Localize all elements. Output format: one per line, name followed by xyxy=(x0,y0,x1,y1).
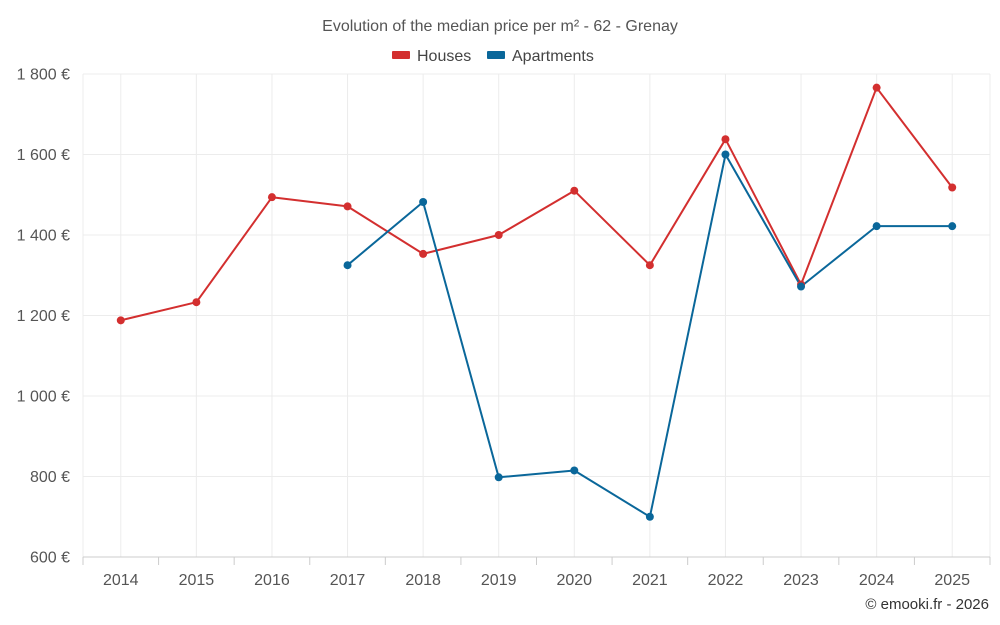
data-point-houses[interactable] xyxy=(570,186,579,195)
data-point-apartments[interactable] xyxy=(570,466,579,475)
credit-text: © emooki.fr - 2026 xyxy=(865,596,989,613)
legend-swatch-apartments xyxy=(487,51,505,59)
data-point-apartments[interactable] xyxy=(343,261,352,270)
x-tick-label: 2022 xyxy=(708,572,744,589)
x-tick-label: 2020 xyxy=(556,572,592,589)
data-point-houses[interactable] xyxy=(192,298,201,307)
y-tick-label: 1 800 € xyxy=(17,67,70,84)
legend: Houses Apartments xyxy=(392,48,594,65)
x-tick-label: 2015 xyxy=(179,572,215,589)
x-tick-label: 2023 xyxy=(783,572,819,589)
data-point-apartments[interactable] xyxy=(419,197,428,206)
y-tick-label: 1 200 € xyxy=(17,308,70,325)
data-point-apartments[interactable] xyxy=(645,512,654,521)
data-point-houses[interactable] xyxy=(267,193,276,202)
data-point-apartments[interactable] xyxy=(721,150,730,159)
y-tick-label: 600 € xyxy=(30,550,70,567)
data-point-apartments[interactable] xyxy=(948,222,957,231)
data-point-houses[interactable] xyxy=(343,202,352,211)
grid xyxy=(82,73,991,557)
legend-swatch-houses xyxy=(392,51,410,59)
x-tick-label: 2024 xyxy=(859,572,895,589)
x-tick-label: 2016 xyxy=(254,572,290,589)
x-tick-label: 2021 xyxy=(632,572,668,589)
chart-title: Evolution of the median price per m² - 6… xyxy=(322,18,678,35)
data-point-houses[interactable] xyxy=(116,316,125,325)
data-point-apartments[interactable] xyxy=(797,282,806,291)
y-tick-label: 1 000 € xyxy=(17,389,70,406)
data-point-houses[interactable] xyxy=(872,83,881,92)
x-tick-label: 2025 xyxy=(934,572,970,589)
data-point-houses[interactable] xyxy=(721,135,730,144)
data-point-houses[interactable] xyxy=(645,261,654,270)
x-tick-label: 2018 xyxy=(405,572,441,589)
data-point-houses[interactable] xyxy=(494,231,503,239)
data-point-houses[interactable] xyxy=(419,249,428,258)
data-point-apartments[interactable] xyxy=(872,222,881,231)
legend-label-apartments[interactable]: Apartments xyxy=(512,48,594,65)
x-tick-label: 2014 xyxy=(103,572,139,589)
data-point-houses[interactable] xyxy=(948,183,957,192)
legend-label-houses[interactable]: Houses xyxy=(417,48,471,65)
y-tick-label: 1 400 € xyxy=(17,228,70,245)
x-tick-label: 2017 xyxy=(330,572,366,589)
y-axis: 600 € 800 € 1 000 € 1 200 € 1 400 € 1 600 € 1 … xyxy=(17,67,70,567)
series-layer xyxy=(116,83,957,521)
series-line-houses xyxy=(120,86,953,322)
y-tick-label: 1 600 € xyxy=(17,147,70,164)
data-point-apartments[interactable] xyxy=(494,473,503,482)
y-tick-label: 800 € xyxy=(30,469,70,486)
x-tick-label: 2019 xyxy=(481,572,517,589)
x-axis: 2014 2015 2016 2017 2018 2019 2020 2021 2022 2023… xyxy=(82,556,991,589)
